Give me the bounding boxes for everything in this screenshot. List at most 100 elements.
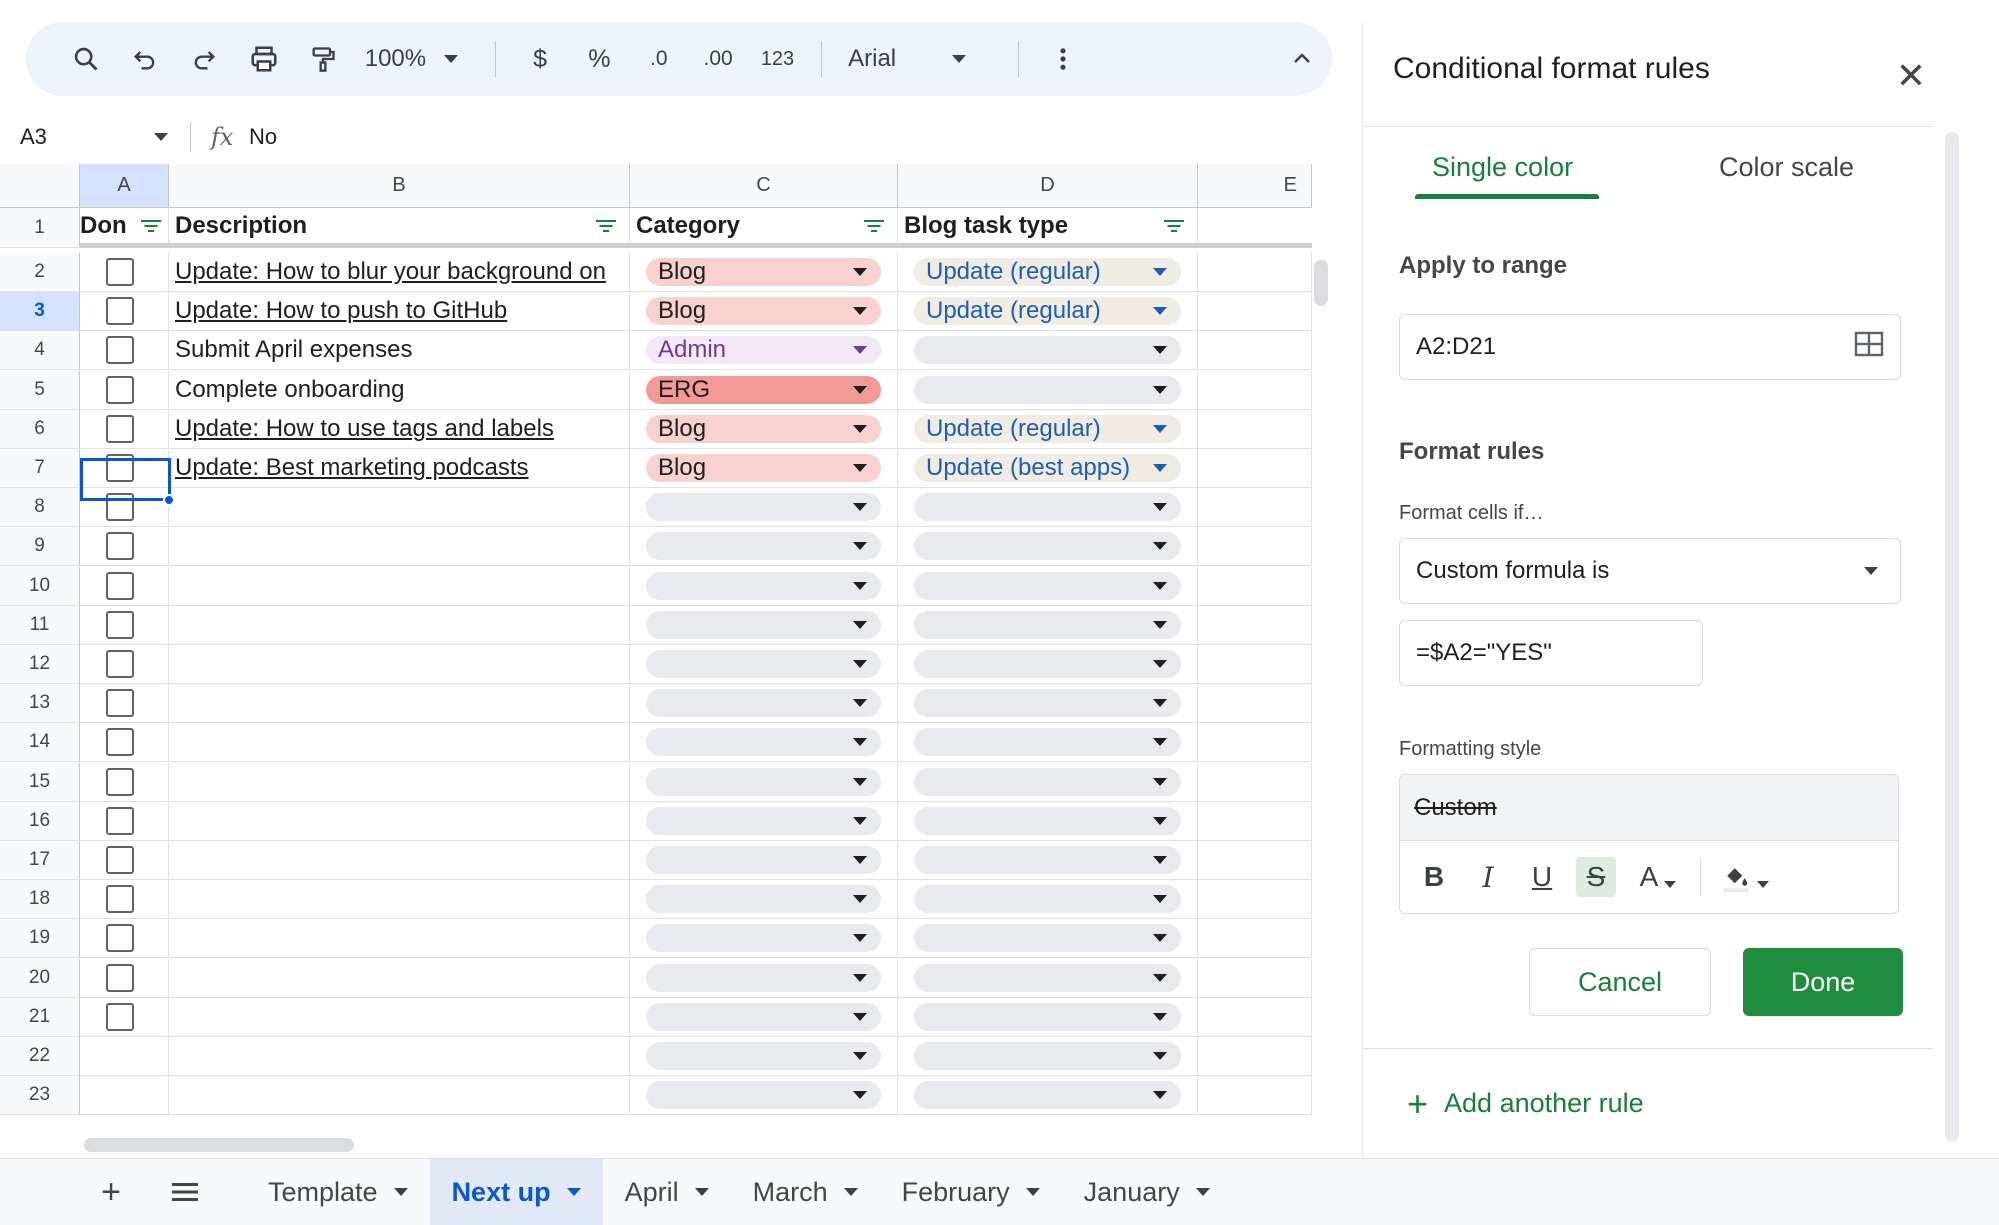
task-type-dropdown-chip[interactable] (914, 532, 1181, 560)
empty-cell[interactable] (1198, 410, 1312, 448)
empty-cell[interactable] (1198, 959, 1312, 997)
description-cell[interactable] (169, 959, 630, 997)
task-type-dropdown-chip[interactable] (914, 493, 1181, 521)
done-checkbox[interactable] (106, 611, 134, 639)
done-cell[interactable] (80, 527, 169, 565)
done-checkbox[interactable] (106, 768, 134, 796)
chevron-down-icon[interactable] (566, 1188, 581, 1196)
task-type-dropdown-chip[interactable] (914, 807, 1181, 835)
done-checkbox[interactable] (106, 885, 134, 913)
task-type-dropdown-chip[interactable] (914, 885, 1181, 913)
category-cell[interactable] (630, 567, 898, 605)
print-icon[interactable] (234, 35, 293, 83)
empty-cell[interactable] (1198, 449, 1312, 487)
fill-color-icon[interactable] (1715, 857, 1775, 897)
done-cell[interactable] (80, 802, 169, 840)
category-cell[interactable]: ERG (630, 371, 898, 409)
chevron-down-icon[interactable] (1025, 1188, 1040, 1196)
row-header-20[interactable]: 20 (0, 959, 80, 998)
empty-cell[interactable] (1198, 645, 1312, 683)
category-cell[interactable] (630, 841, 898, 879)
task-type-dropdown-chip[interactable] (914, 846, 1181, 874)
description-cell[interactable] (169, 606, 630, 644)
blog-task-type-cell[interactable] (898, 606, 1198, 644)
header-cell-category[interactable]: Category (630, 208, 898, 243)
category-cell[interactable] (630, 802, 898, 840)
header-cell-blog-task-type[interactable]: Blog task type (898, 208, 1198, 243)
chevron-down-icon[interactable] (843, 1188, 858, 1196)
add-sheet-icon[interactable]: + (101, 1172, 121, 1211)
blog-task-type-cell[interactable] (898, 802, 1198, 840)
undo-icon[interactable] (115, 35, 174, 83)
add-another-rule-button[interactable]: + Add another rule (1407, 1085, 1644, 1121)
category-cell[interactable]: Blog (630, 410, 898, 448)
done-checkbox[interactable] (106, 415, 134, 443)
blog-task-type-cell[interactable] (898, 763, 1198, 801)
blog-task-type-cell[interactable] (898, 488, 1198, 526)
row-header-2[interactable]: 2 (0, 253, 80, 292)
row-header-22[interactable]: 22 (0, 1037, 80, 1076)
currency-format-button[interactable]: $ (510, 35, 569, 83)
filter-icon[interactable] (140, 218, 162, 234)
category-dropdown-chip[interactable] (646, 728, 881, 756)
task-type-dropdown-chip[interactable]: Update (regular) (914, 415, 1181, 443)
category-dropdown-chip[interactable] (646, 572, 881, 600)
blog-task-type-cell[interactable] (898, 723, 1198, 761)
category-dropdown-chip[interactable]: Blog (646, 415, 881, 443)
blog-task-type-cell[interactable]: Update (regular) (898, 253, 1198, 291)
category-cell[interactable] (630, 1076, 898, 1114)
task-type-dropdown-chip[interactable] (914, 924, 1181, 952)
sheet-tab-template[interactable]: Template (246, 1159, 430, 1225)
row-header-18[interactable]: 18 (0, 880, 80, 919)
style-preview[interactable]: Custom (1400, 775, 1898, 841)
task-type-dropdown-chip[interactable] (914, 1081, 1181, 1109)
description-cell[interactable] (169, 1037, 630, 1075)
increase-decimals-button[interactable]: .00 (688, 35, 747, 83)
empty-cell[interactable] (1198, 488, 1312, 526)
category-cell[interactable]: Blog (630, 253, 898, 291)
blog-task-type-cell[interactable] (898, 841, 1198, 879)
done-cell[interactable] (80, 488, 169, 526)
category-cell[interactable] (630, 723, 898, 761)
vertical-scrollbar[interactable] (1314, 260, 1328, 306)
category-dropdown-chip[interactable] (646, 611, 881, 639)
panel-scrollbar[interactable] (1945, 132, 1959, 1142)
blog-task-type-cell[interactable] (898, 1037, 1198, 1075)
tab-single-color[interactable]: Single color (1432, 152, 1574, 182)
category-cell[interactable] (630, 606, 898, 644)
done-cell[interactable] (80, 841, 169, 879)
task-type-dropdown-chip[interactable] (914, 376, 1181, 404)
category-dropdown-chip[interactable] (646, 1003, 881, 1031)
done-cell[interactable] (80, 959, 169, 997)
done-checkbox[interactable] (106, 532, 134, 560)
row-header-16[interactable]: 16 (0, 802, 80, 841)
blog-task-type-cell[interactable]: Update (best apps) (898, 449, 1198, 487)
empty-cell[interactable] (1198, 253, 1312, 291)
sheet-tab-january[interactable]: January (1062, 1159, 1232, 1225)
blog-task-type-cell[interactable] (898, 371, 1198, 409)
number-format-button[interactable]: 123 (748, 35, 807, 83)
done-cell[interactable] (80, 880, 169, 918)
done-checkbox[interactable] (106, 846, 134, 874)
filter-icon[interactable] (595, 218, 617, 234)
category-cell[interactable] (630, 959, 898, 997)
blog-task-type-cell[interactable] (898, 959, 1198, 997)
category-cell[interactable] (630, 1037, 898, 1075)
done-cell[interactable] (80, 606, 169, 644)
category-dropdown-chip[interactable] (646, 650, 881, 678)
category-dropdown-chip[interactable] (646, 964, 881, 992)
done-checkbox[interactable] (106, 650, 134, 678)
chevron-down-icon[interactable] (393, 1188, 408, 1196)
done-checkbox[interactable] (106, 964, 134, 992)
done-cell[interactable] (80, 723, 169, 761)
done-checkbox[interactable] (106, 924, 134, 952)
done-button[interactable]: Done (1743, 948, 1903, 1016)
category-dropdown-chip[interactable] (646, 1042, 881, 1070)
category-cell[interactable] (630, 919, 898, 957)
done-cell[interactable] (80, 645, 169, 683)
row-header-19[interactable]: 19 (0, 919, 80, 958)
description-cell[interactable] (169, 527, 630, 565)
done-checkbox[interactable] (106, 376, 134, 404)
empty-cell[interactable] (1198, 723, 1312, 761)
description-cell[interactable]: Update: Best marketing podcasts (169, 449, 630, 487)
